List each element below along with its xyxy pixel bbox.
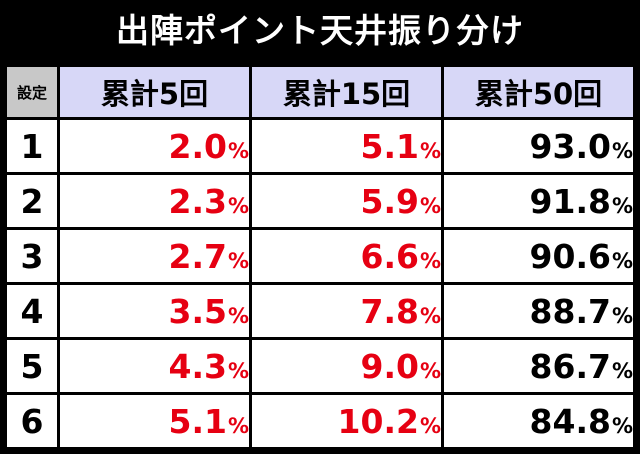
value-cell-50: 86.7% <box>444 340 633 392</box>
value-cell-50: 91.8% <box>444 175 633 227</box>
percent-sign: % <box>419 413 441 438</box>
percent-sign: % <box>611 358 633 383</box>
value-cell-50: 90.6% <box>444 230 633 282</box>
setting-cell: 3 <box>7 230 57 282</box>
value-cell-5: 2.7% <box>60 230 249 282</box>
value-number: 2.3 <box>168 181 227 221</box>
percent-sign: % <box>419 303 441 328</box>
table-header-row: 設定 累計5回 累計15回 累計50回 <box>7 67 633 117</box>
percent-sign: % <box>419 138 441 163</box>
percent-sign: % <box>419 358 441 383</box>
value-number: 93.0 <box>529 126 611 166</box>
percent-sign: % <box>611 138 633 163</box>
value-number: 88.7 <box>529 291 611 331</box>
setting-cell: 5 <box>7 340 57 392</box>
percent-sign: % <box>611 413 633 438</box>
setting-header: 設定 <box>7 67 57 117</box>
value-cell-5: 3.5% <box>60 285 249 337</box>
column-header-5: 累計5回 <box>60 67 249 117</box>
table-row: 1 2.0% 5.1% 93.0% <box>7 120 633 172</box>
table-row: 4 3.5% 7.8% 88.7% <box>7 285 633 337</box>
percent-sign: % <box>611 303 633 328</box>
column-header-50: 累計50回 <box>444 67 633 117</box>
percent-sign: % <box>227 358 249 383</box>
value-cell-15: 10.2% <box>252 395 441 447</box>
value-number: 3.5 <box>168 291 227 331</box>
value-cell-15: 5.1% <box>252 120 441 172</box>
setting-cell: 4 <box>7 285 57 337</box>
page-title: 出陣ポイント天井振り分け <box>116 11 524 50</box>
percent-sign: % <box>227 138 249 163</box>
setting-cell: 2 <box>7 175 57 227</box>
value-cell-5: 2.0% <box>60 120 249 172</box>
table-row: 6 5.1% 10.2% 84.8% <box>7 395 633 447</box>
distribution-table: 設定 累計5回 累計15回 累計50回 1 2.0% 5.1% 93.0% 2 … <box>4 64 636 450</box>
percent-sign: % <box>611 248 633 273</box>
percent-sign: % <box>419 193 441 218</box>
value-number: 4.3 <box>168 346 227 386</box>
table-row: 5 4.3% 9.0% 86.7% <box>7 340 633 392</box>
value-number: 5.9 <box>360 181 419 221</box>
value-number: 5.1 <box>168 401 227 441</box>
value-number: 91.8 <box>529 181 611 221</box>
value-number: 2.0 <box>168 126 227 166</box>
value-cell-15: 5.9% <box>252 175 441 227</box>
percent-sign: % <box>227 413 249 438</box>
value-cell-15: 7.8% <box>252 285 441 337</box>
column-header-15: 累計15回 <box>252 67 441 117</box>
value-cell-5: 4.3% <box>60 340 249 392</box>
table-row: 2 2.3% 5.9% 91.8% <box>7 175 633 227</box>
value-cell-5: 5.1% <box>60 395 249 447</box>
value-number: 7.8 <box>360 291 419 331</box>
value-number: 84.8 <box>529 401 611 441</box>
value-cell-50: 93.0% <box>444 120 633 172</box>
value-number: 5.1 <box>360 126 419 166</box>
value-cell-50: 84.8% <box>444 395 633 447</box>
value-number: 10.2 <box>337 401 419 441</box>
value-number: 6.6 <box>360 236 419 276</box>
value-number: 90.6 <box>529 236 611 276</box>
percent-sign: % <box>227 248 249 273</box>
setting-cell: 1 <box>7 120 57 172</box>
percent-sign: % <box>419 248 441 273</box>
table-row: 3 2.7% 6.6% 90.6% <box>7 230 633 282</box>
value-cell-15: 6.6% <box>252 230 441 282</box>
value-number: 2.7 <box>168 236 227 276</box>
value-cell-5: 2.3% <box>60 175 249 227</box>
value-cell-50: 88.7% <box>444 285 633 337</box>
value-number: 86.7 <box>529 346 611 386</box>
value-cell-15: 9.0% <box>252 340 441 392</box>
value-number: 9.0 <box>360 346 419 386</box>
percent-sign: % <box>227 193 249 218</box>
setting-cell: 6 <box>7 395 57 447</box>
percent-sign: % <box>611 193 633 218</box>
percent-sign: % <box>227 303 249 328</box>
